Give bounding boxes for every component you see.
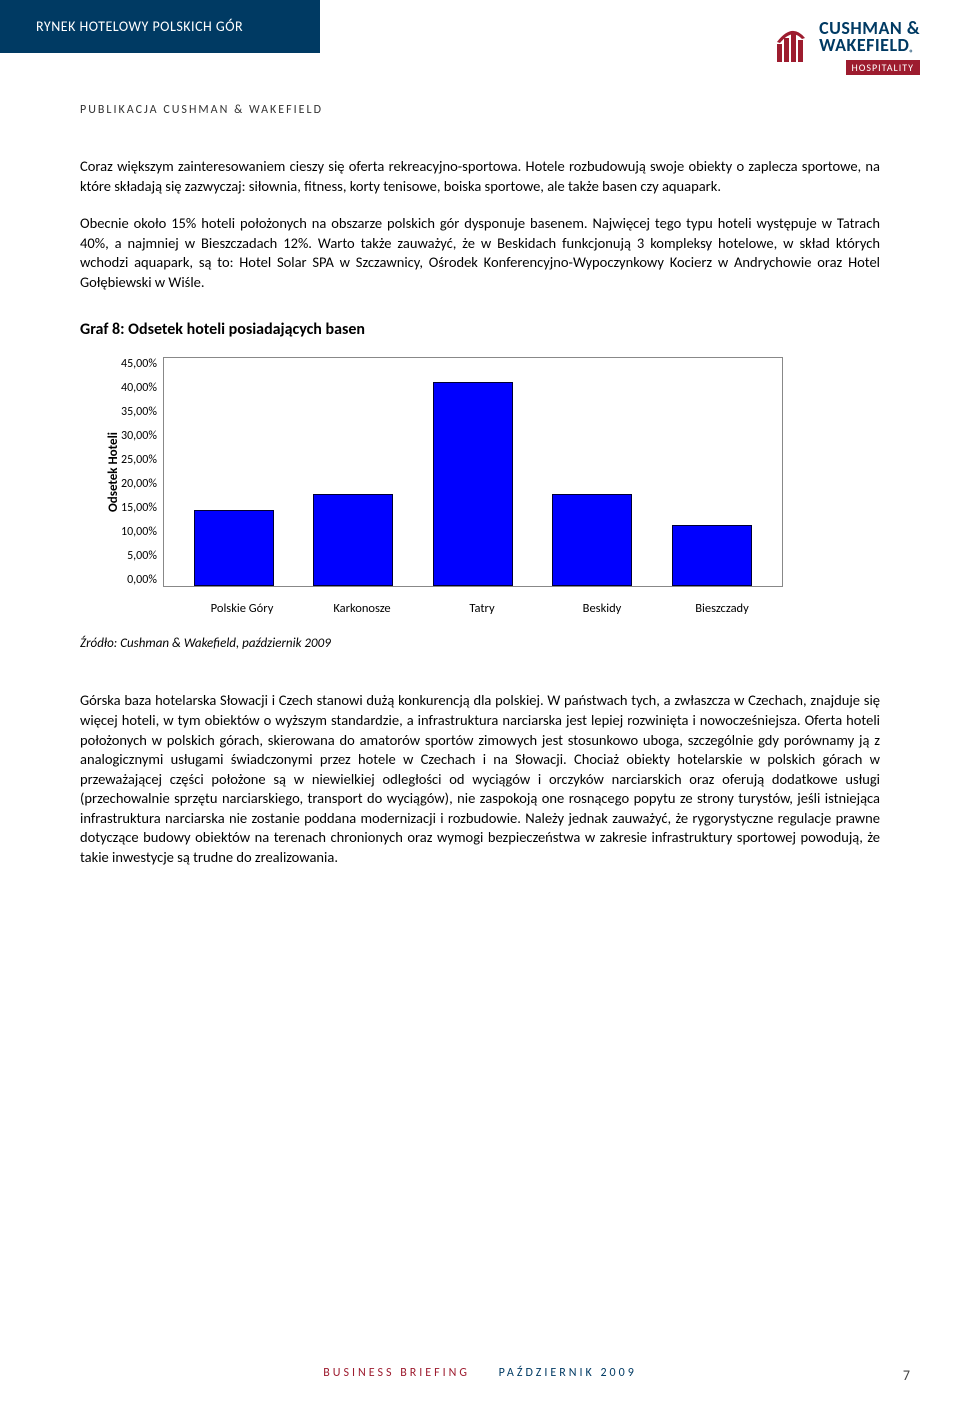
chart-x-ticks: Polskie Góry Karkonosze Tatry Beskidy Bieszc… <box>172 595 792 616</box>
chart-bar <box>194 510 274 587</box>
chart-y-tick: 10,00% <box>121 525 157 539</box>
chart-x-tick: Bieszczady <box>682 601 762 616</box>
footer-right: PAŹDZIERNIK 2009 <box>499 1366 637 1380</box>
chart-title: Graf 8: Odsetek hoteli posiadających bas… <box>80 320 880 339</box>
publication-line: PUBLIKACJA CUSHMAN & WAKEFIELD <box>80 103 880 117</box>
chart-x-tick: Karkonosze <box>322 601 402 616</box>
brand-subline: HOSPITALITY <box>846 60 920 75</box>
chart-y-tick: 25,00% <box>121 453 157 467</box>
chart-bar <box>672 525 752 586</box>
brand-logo: CUSHMAN & WAKEFIELD® HOSPITALITY <box>775 20 920 75</box>
header-title: RYNEK HOTELOWY POLSKICH GÓR <box>36 18 243 35</box>
chart-y-tick: 0,00% <box>121 573 157 587</box>
chart-y-tick: 20,00% <box>121 477 157 491</box>
chart-source: Źródło: Cushman & Wakefield, październik… <box>80 636 880 651</box>
page-footer: BUSINESS BRIEFING PAŹDZIERNIK 2009 <box>0 1366 960 1380</box>
chart-x-tick: Polskie Góry <box>202 601 282 616</box>
brand-logo-icon <box>775 26 809 69</box>
paragraph-2: Obecnie około 15% hoteli położonych na o… <box>80 214 880 292</box>
chart-y-ticks: 45,00% 40,00% 35,00% 30,00% 25,00% 20,00% 15,0… <box>121 357 163 587</box>
page-content: PUBLIKACJA CUSHMAN & WAKEFIELD Coraz wię… <box>0 53 960 867</box>
chart-y-tick: 15,00% <box>121 501 157 515</box>
bar-chart: Odsetek Hoteli 45,00% 40,00% 35,00% 30,00% 2… <box>100 357 880 587</box>
paragraph-3: Górska baza hotelarska Słowacji i Czech … <box>80 691 880 867</box>
chart-x-tick: Beskidy <box>562 601 642 616</box>
chart-x-ticks-row: Polskie Góry Karkonosze Tatry Beskidy Bieszc… <box>100 595 880 616</box>
chart-plot-area <box>163 357 783 587</box>
chart-y-tick: 5,00% <box>121 549 157 563</box>
page-number: 7 <box>903 1367 910 1384</box>
chart-y-tick: 35,00% <box>121 405 157 419</box>
chart-bar <box>313 494 393 586</box>
header-band: RYNEK HOTELOWY POLSKICH GÓR <box>0 0 320 53</box>
paragraph-1: Coraz większym zainteresowaniem cieszy s… <box>80 157 880 196</box>
brand-logo-text: CUSHMAN & WAKEFIELD® HOSPITALITY <box>819 20 920 75</box>
chart-y-tick: 30,00% <box>121 429 157 443</box>
chart-bar <box>433 382 513 586</box>
chart-y-axis-label: Odsetek Hoteli <box>100 357 121 587</box>
chart-y-tick: 40,00% <box>121 381 157 395</box>
chart-bar <box>552 494 632 586</box>
chart-y-tick: 45,00% <box>121 357 157 371</box>
brand-name-line2: WAKEFIELD® <box>819 37 920 58</box>
chart-x-tick: Tatry <box>442 601 522 616</box>
footer-left: BUSINESS BRIEFING <box>323 1366 470 1380</box>
